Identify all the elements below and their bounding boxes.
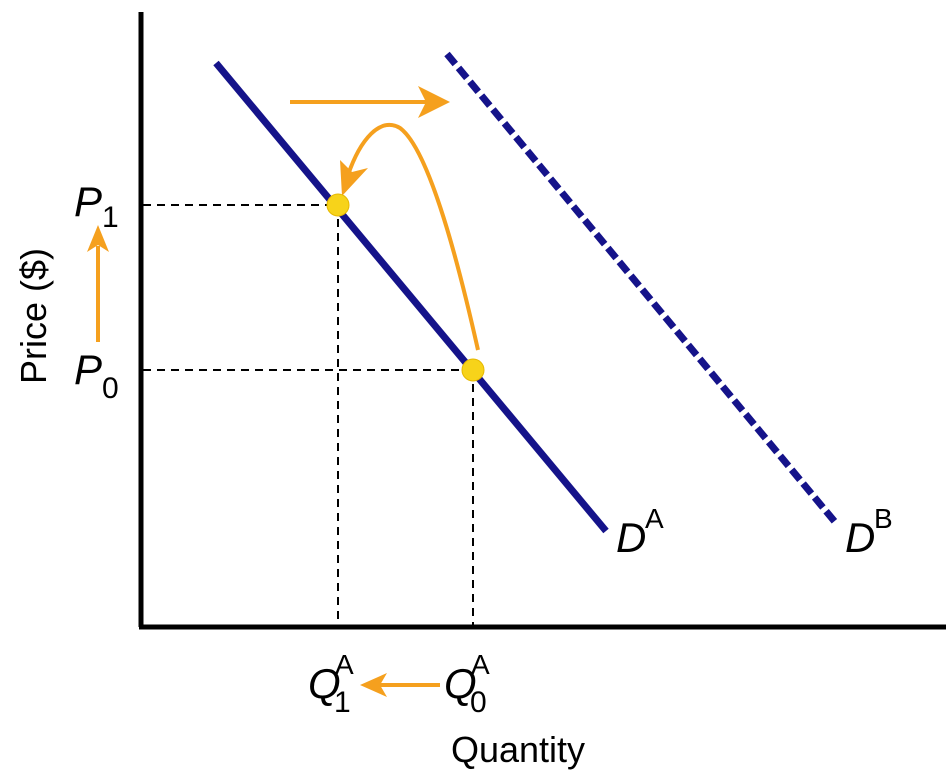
p1-subscript: 1 — [102, 201, 119, 234]
p1-label: P 1 — [74, 178, 119, 234]
q1-letter: Q — [308, 660, 341, 707]
demand-b-letter: D — [845, 514, 875, 561]
demand-b-superscript: B — [874, 503, 893, 534]
q0-superscript: A — [471, 649, 490, 680]
q0-subscript: 0 — [470, 686, 487, 719]
y-axis-title: Price ($) — [13, 248, 54, 384]
q1-subscript: 1 — [334, 686, 351, 719]
point-p1-q1 — [326, 193, 350, 217]
q1-label: Q A 1 — [308, 649, 354, 719]
point-p0-q0 — [461, 358, 485, 382]
x-axis-title: Quantity — [451, 729, 585, 770]
demand-a-label: D A — [616, 503, 664, 561]
demand-curve-b — [444, 51, 838, 525]
demand-a-letter: D — [616, 514, 646, 561]
demand-shift-arrow — [290, 86, 450, 118]
p0-subscript: 0 — [102, 372, 119, 405]
price-increase-arrow — [87, 225, 109, 342]
p1-letter: P — [74, 178, 102, 225]
p0-letter: P — [74, 346, 102, 393]
demand-a-superscript: A — [645, 503, 664, 534]
quantity-decrease-arrow — [360, 673, 440, 697]
q0-label: Q A 0 — [444, 649, 490, 719]
price-adjustment-curved-arrow — [340, 122, 480, 351]
demand-curve-a — [213, 60, 609, 534]
demand-b-label: D B — [845, 503, 893, 561]
p0-label: P 0 — [74, 346, 119, 405]
q0-letter: Q — [444, 660, 477, 707]
q1-superscript: A — [335, 649, 354, 680]
